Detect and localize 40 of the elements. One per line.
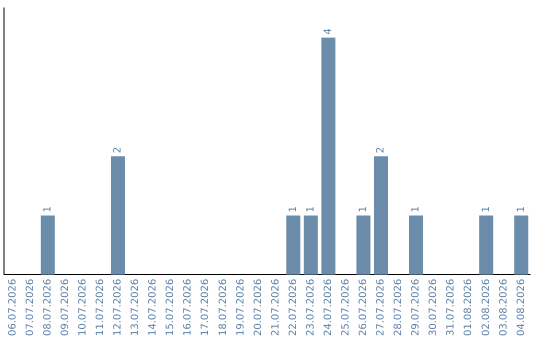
x-tick-label: 30.07.2026 — [428, 278, 440, 336]
x-tick-label: 06.07.2026 — [7, 278, 18, 336]
x-tick-label: 01.08.2026 — [463, 278, 474, 336]
data-label: 1 — [42, 206, 54, 212]
x-tick-label: 03.08.2026 — [498, 278, 510, 336]
data-label: 2 — [376, 146, 387, 154]
x-tick-label: 12.07.2026 — [112, 278, 124, 336]
x-tick-label: 29.07.2026 — [410, 278, 422, 336]
x-tick-label: 22.07.2026 — [288, 278, 299, 336]
x-tick-label: 13.07.2026 — [130, 278, 142, 336]
x-tick-label: 14.07.2026 — [148, 278, 159, 336]
x-tick-label: 07.07.2026 — [24, 278, 36, 336]
x-tick-label: 21.07.2026 — [270, 278, 282, 336]
x-tick-label: 28.07.2026 — [393, 278, 404, 336]
x-tick-label: 04.08.2026 — [516, 278, 527, 336]
x-tick-label: 18.07.2026 — [218, 278, 229, 336]
x-tick-label: 11.07.2026 — [95, 278, 106, 336]
x-tick-label: 16.07.2026 — [182, 278, 194, 336]
x-tick-label: 15.07.2026 — [165, 278, 176, 336]
data-label: 1 — [516, 206, 527, 212]
x-tick-label: 27.07.2026 — [376, 278, 387, 336]
x-tick-label: 02.08.2026 — [480, 278, 492, 336]
x-tick-label: 08.07.2026 — [42, 278, 54, 336]
x-tick-label: 19.07.2026 — [235, 278, 246, 336]
x-tick-label: 25.07.2026 — [340, 278, 352, 336]
x-tick-label: 17.07.2026 — [200, 278, 212, 336]
x-tick-label: 24.07.2026 — [322, 278, 334, 336]
data-label: 1 — [358, 206, 370, 212]
data-label: 2 — [112, 146, 124, 154]
x-tick-label: 31.07.2026 — [446, 278, 457, 336]
data-label: 1 — [305, 206, 316, 212]
data-label: 1 — [288, 206, 299, 212]
x-tick-label: 26.07.2026 — [358, 278, 370, 336]
x-tick-label: 10.07.2026 — [77, 278, 88, 336]
data-label: 4 — [322, 28, 334, 35]
x-tick-label: 23.07.2026 — [305, 278, 316, 336]
data-label: 1 — [410, 206, 422, 212]
x-tick-label: 20.07.2026 — [252, 278, 264, 336]
data-label: 1 — [480, 206, 492, 212]
x-tick-label: 09.07.2026 — [60, 278, 71, 336]
